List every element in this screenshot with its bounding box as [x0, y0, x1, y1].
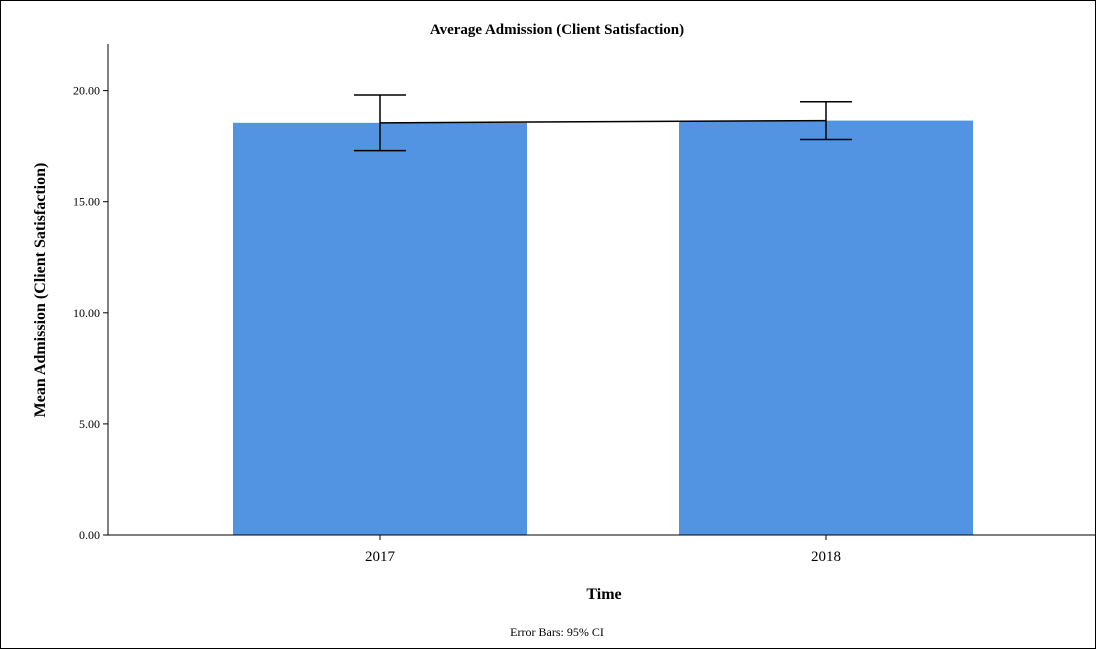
y-tick-label: 20.00 — [73, 84, 100, 98]
x-axis-title: Time — [586, 586, 621, 603]
x-tick-label: 2018 — [811, 549, 841, 565]
mean-line-path — [379, 119, 827, 124]
error-bars — [354, 94, 852, 152]
x-tick-label: 2017 — [365, 549, 396, 565]
chart-title: Average Admission (Client Satisfaction) — [430, 22, 684, 38]
y-tick-label: 5.00 — [79, 417, 100, 431]
bar-2017 — [233, 122, 527, 535]
y-axis-ticks: 0.00 5.00 10.00 15.00 20.00 — [73, 84, 108, 542]
bars — [233, 120, 973, 536]
y-axis-title: Mean Admission (Client Satisfaction) — [32, 163, 49, 418]
y-tick-label: 15.00 — [73, 195, 100, 209]
y-tick-label: 10.00 — [73, 306, 100, 320]
error-bars-note: Error Bars: 95% CI — [510, 625, 604, 639]
bar-2018 — [679, 120, 973, 536]
x-axis-ticks: 2017 2018 — [365, 535, 841, 565]
mean-line — [379, 119, 827, 124]
y-tick-label: 0.00 — [79, 528, 100, 542]
